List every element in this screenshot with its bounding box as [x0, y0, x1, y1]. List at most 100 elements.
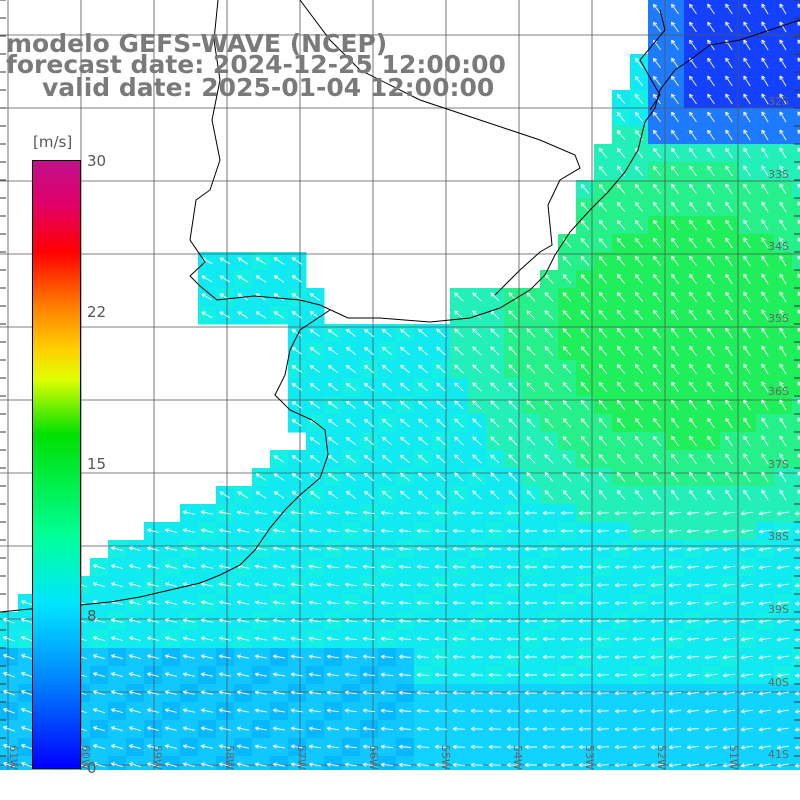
wind-arrow — [506, 546, 520, 552]
wind-arrow — [416, 546, 430, 552]
wind-arrow — [671, 237, 679, 249]
wind-arrow — [21, 600, 33, 606]
wind-arrow — [182, 600, 195, 605]
wind-arrow — [761, 399, 769, 411]
wind-arrow — [254, 636, 267, 641]
wind-arrow — [686, 745, 700, 750]
wind-arrow — [326, 510, 340, 515]
wind-arrow — [344, 690, 358, 695]
wind-arrow — [309, 365, 321, 373]
wind-arrow — [92, 726, 105, 732]
wind-arrow — [616, 399, 626, 410]
wind-cell — [792, 342, 800, 361]
model-title: modelo GEFS-WAVE (NCEP) — [6, 29, 388, 58]
wind-arrow — [164, 762, 177, 767]
wind-arrow — [434, 636, 448, 642]
wind-arrow — [398, 582, 412, 587]
wind-arrow — [632, 780, 646, 786]
lat-label: 39S — [768, 603, 789, 616]
wind-arrow — [544, 418, 554, 428]
wind-arrow — [272, 582, 285, 587]
wind-arrow — [634, 471, 644, 483]
wind-arrow — [164, 744, 177, 749]
wind-arrow — [560, 528, 574, 534]
wind-arrow — [668, 511, 682, 516]
wind-arrow — [544, 364, 554, 374]
wind-arrow — [524, 654, 538, 660]
bottom-margin — [0, 770, 800, 800]
wind-arrow — [743, 39, 751, 51]
colorbar-unit: [m/s] — [33, 133, 73, 151]
wind-arrow — [21, 762, 33, 768]
wind-arrow — [596, 546, 610, 552]
wind-arrow — [634, 165, 644, 177]
wind-arrow — [686, 709, 700, 714]
wind-arrow — [21, 672, 33, 678]
wind-arrow — [671, 75, 679, 87]
wind-arrow — [290, 600, 303, 605]
wind-cell — [792, 90, 800, 109]
wind-cell — [792, 18, 800, 37]
wind-arrow — [506, 618, 520, 624]
wind-arrow — [743, 471, 751, 483]
wind-arrow — [418, 490, 428, 500]
wind-arrow — [761, 453, 769, 465]
wind-arrow — [689, 21, 697, 33]
wind-arrow — [632, 510, 646, 516]
wind-arrow — [779, 273, 787, 285]
wind-arrow — [707, 165, 715, 177]
wind-arrow — [416, 744, 430, 750]
wind-arrow — [290, 690, 303, 695]
wind-arrow — [758, 637, 771, 642]
wind-arrow — [452, 600, 466, 606]
wind-arrow — [616, 309, 626, 320]
wind-arrow — [794, 565, 800, 570]
wind-arrow — [614, 780, 628, 786]
wind-arrow — [326, 780, 340, 785]
wind-arrow — [309, 491, 321, 499]
wind-arrow — [381, 436, 392, 446]
wind-arrow — [290, 708, 303, 713]
wind-arrow — [668, 583, 682, 588]
wind-arrow — [725, 147, 733, 159]
wind-arrow — [562, 346, 572, 356]
wind-arrow — [418, 454, 428, 464]
wind-arrow — [146, 654, 159, 659]
wind-arrow — [560, 762, 574, 768]
wind-arrow — [740, 727, 754, 732]
wind-arrow — [668, 745, 682, 750]
wind-arrow — [344, 762, 358, 767]
wind-arrow — [146, 672, 159, 677]
wind-arrow — [758, 655, 771, 660]
wind-arrow — [488, 528, 502, 534]
wind-arrow — [255, 473, 267, 481]
wind-arrow — [689, 183, 697, 195]
wind-arrow — [363, 454, 374, 464]
wind-arrow — [725, 291, 733, 303]
wind-arrow — [542, 582, 556, 588]
wind-arrow — [488, 780, 502, 786]
wind-arrow — [779, 471, 787, 483]
wind-arrow — [454, 346, 464, 356]
wind-arrow — [722, 619, 736, 624]
wind-arrow — [725, 129, 733, 141]
wind-arrow — [201, 293, 213, 301]
wind-arrow — [689, 309, 697, 321]
wind-arrow — [164, 582, 177, 587]
wind-arrow — [470, 564, 484, 570]
wind-arrow — [779, 399, 787, 411]
wind-arrow — [416, 672, 430, 678]
wind-arrow — [128, 744, 141, 749]
wind-arrow — [254, 564, 267, 569]
wind-arrow — [598, 201, 608, 212]
wind-arrow — [3, 744, 15, 750]
wind-arrow — [614, 546, 628, 552]
wind-arrow — [761, 21, 769, 33]
wind-arrow — [743, 165, 751, 177]
wind-arrow — [128, 690, 141, 695]
wind-arrow — [488, 654, 502, 660]
wind-arrow — [542, 780, 556, 786]
wind-arrow — [596, 636, 610, 642]
wind-arrow — [761, 363, 769, 375]
wind-arrow — [544, 310, 554, 320]
